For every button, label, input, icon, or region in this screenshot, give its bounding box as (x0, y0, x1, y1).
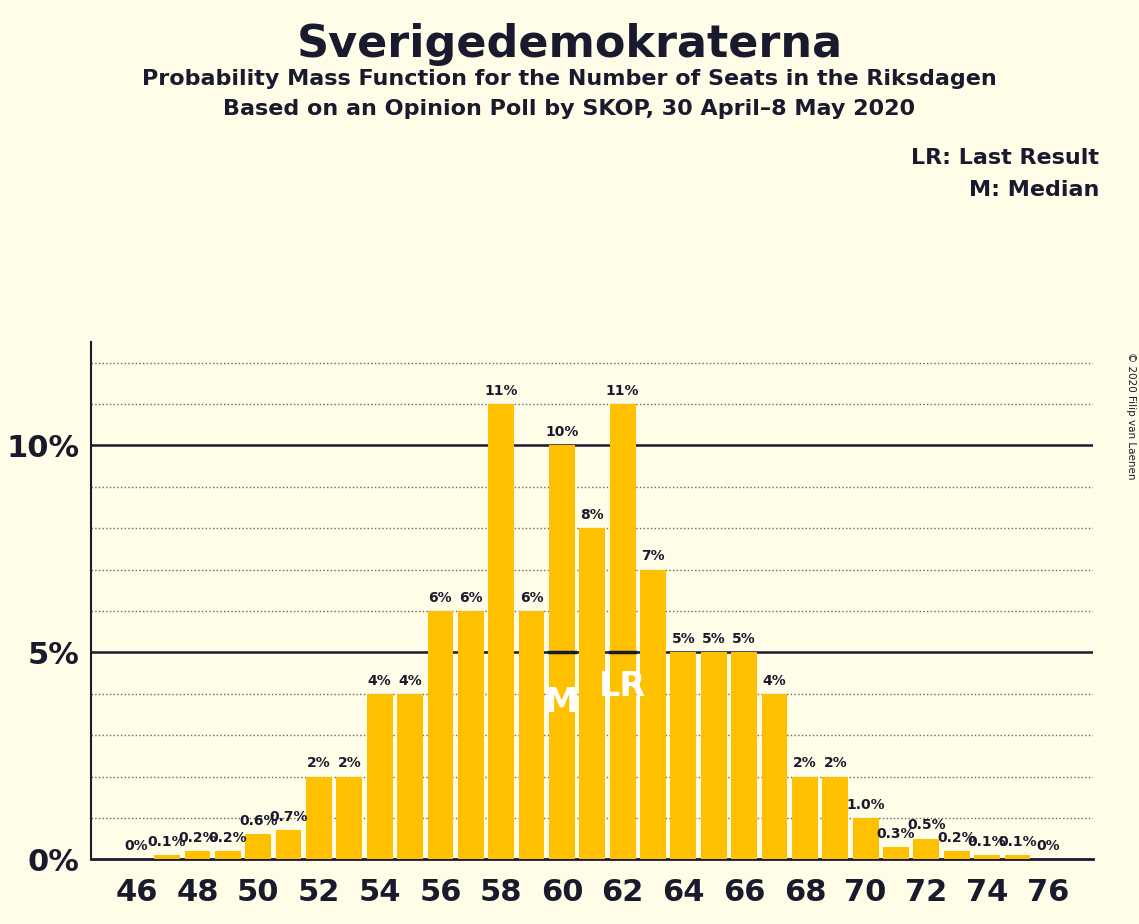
Bar (671, 652, 696, 859)
Bar (398, 694, 423, 859)
Text: M: Median: M: Median (969, 180, 1099, 201)
Bar (883, 847, 909, 859)
Bar (700, 652, 727, 859)
Text: 0.1%: 0.1% (968, 835, 1007, 849)
Text: M: M (546, 686, 579, 719)
Bar (367, 694, 393, 859)
Bar (518, 611, 544, 859)
Text: 0%: 0% (125, 839, 148, 853)
Bar (306, 776, 331, 859)
Text: LR: Last Result: LR: Last Result (911, 148, 1099, 168)
Bar (792, 776, 818, 859)
Text: 6%: 6% (428, 590, 452, 604)
Text: 0.2%: 0.2% (937, 831, 976, 845)
Text: 11%: 11% (606, 383, 639, 397)
Text: 2%: 2% (793, 757, 817, 771)
Text: 0.2%: 0.2% (208, 831, 247, 845)
Bar (640, 569, 666, 859)
Bar (489, 404, 514, 859)
Text: Based on an Opinion Poll by SKOP, 30 April–8 May 2020: Based on an Opinion Poll by SKOP, 30 Apr… (223, 99, 916, 119)
Text: 2%: 2% (823, 757, 847, 771)
Bar (853, 818, 878, 859)
Text: 0.5%: 0.5% (907, 819, 945, 833)
Bar (215, 851, 240, 859)
Bar (245, 834, 271, 859)
Text: 6%: 6% (459, 590, 483, 604)
Bar (336, 776, 362, 859)
Text: 5%: 5% (732, 632, 756, 646)
Text: 2%: 2% (308, 757, 330, 771)
Bar (276, 831, 302, 859)
Bar (731, 652, 757, 859)
Bar (822, 776, 849, 859)
Text: LR: LR (599, 670, 646, 703)
Text: 4%: 4% (368, 674, 392, 687)
Text: 4%: 4% (763, 674, 786, 687)
Text: 4%: 4% (399, 674, 421, 687)
Text: © 2020 Filip van Laenen: © 2020 Filip van Laenen (1126, 352, 1136, 480)
Text: 0.1%: 0.1% (148, 835, 187, 849)
Text: Sverigedemokraterna: Sverigedemokraterna (296, 23, 843, 67)
Text: 1.0%: 1.0% (846, 797, 885, 811)
Text: 0.6%: 0.6% (239, 814, 278, 828)
Bar (458, 611, 484, 859)
Bar (154, 856, 180, 859)
Bar (1005, 856, 1031, 859)
Bar (580, 529, 605, 859)
Text: 8%: 8% (581, 508, 604, 522)
Bar (762, 694, 787, 859)
Bar (974, 856, 1000, 859)
Text: 11%: 11% (484, 383, 518, 397)
Text: 0.2%: 0.2% (178, 831, 216, 845)
Bar (427, 611, 453, 859)
Text: 5%: 5% (672, 632, 695, 646)
Bar (913, 839, 940, 859)
Bar (549, 445, 575, 859)
Text: 2%: 2% (337, 757, 361, 771)
Text: 0.1%: 0.1% (998, 835, 1036, 849)
Text: Probability Mass Function for the Number of Seats in the Riksdagen: Probability Mass Function for the Number… (142, 69, 997, 90)
Text: 5%: 5% (702, 632, 726, 646)
Bar (185, 851, 211, 859)
Text: 0%: 0% (1036, 839, 1059, 853)
Bar (609, 404, 636, 859)
Bar (944, 851, 969, 859)
Text: 7%: 7% (641, 550, 665, 564)
Text: 6%: 6% (519, 590, 543, 604)
Text: 10%: 10% (546, 425, 579, 439)
Text: 0.7%: 0.7% (269, 810, 308, 824)
Text: 0.3%: 0.3% (877, 827, 916, 841)
